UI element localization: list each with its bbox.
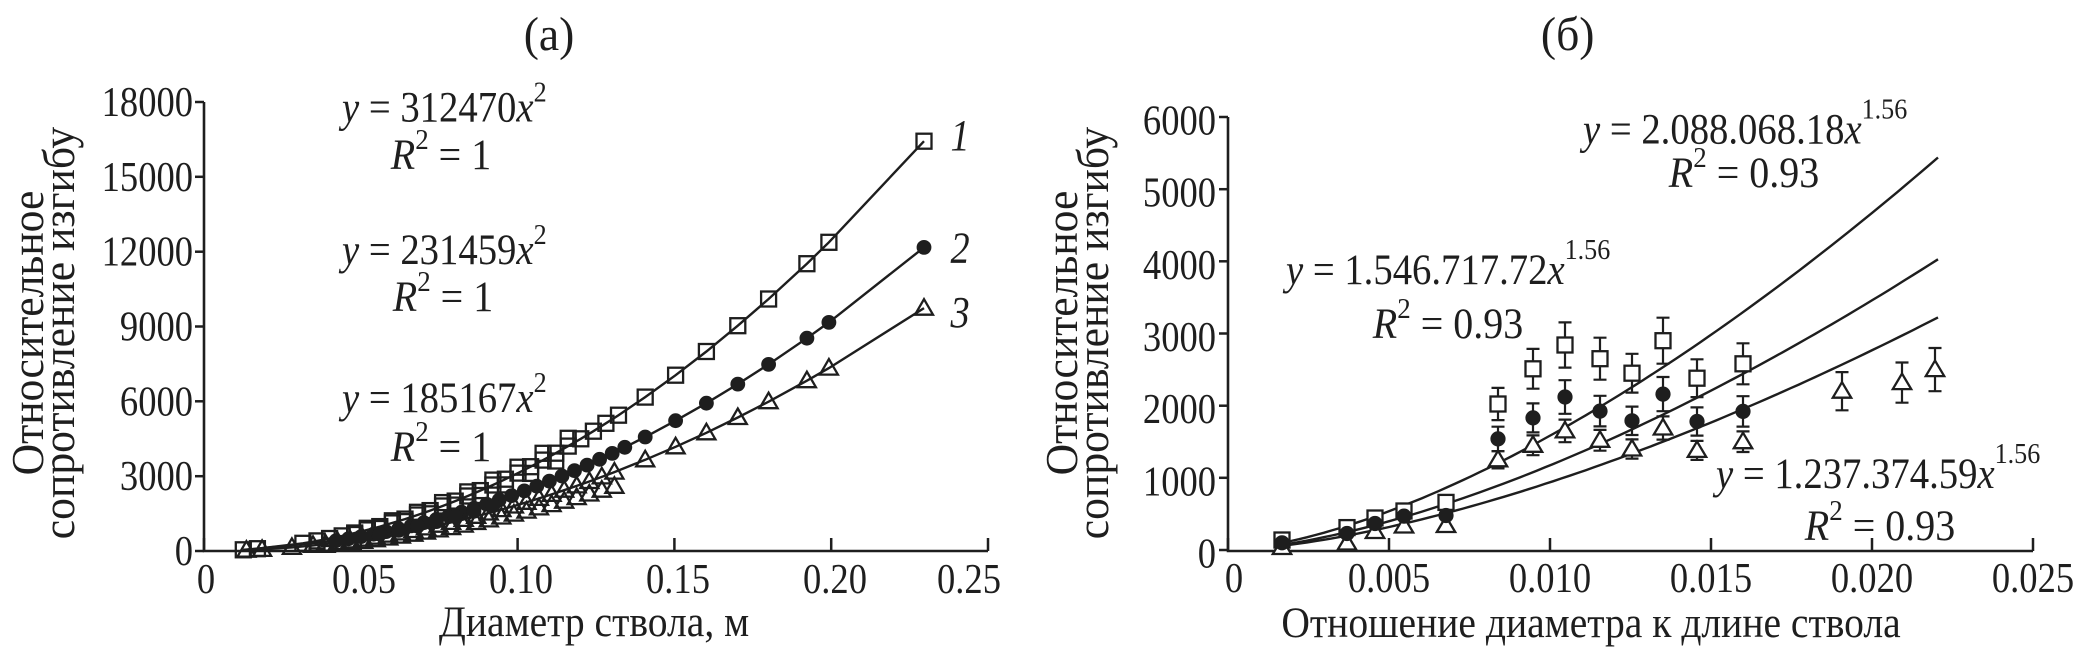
svg-text:0: 0 — [197, 556, 215, 603]
svg-text:R2 = 0.93: R2 = 0.93 — [1668, 142, 1819, 196]
svg-text:сопротивление изгибу: сопротивление изгибу — [1067, 127, 1118, 539]
svg-text:y = 185167x2: y = 185167x2 — [338, 366, 546, 422]
svg-text:0: 0 — [1225, 555, 1243, 602]
svg-text:y = 231459x2: y = 231459x2 — [338, 218, 546, 274]
svg-text:5000: 5000 — [1143, 169, 1216, 216]
svg-text:6000: 6000 — [120, 378, 193, 425]
svg-text:y = 1.546.717.72x1.56: y = 1.546.717.72x1.56 — [1282, 233, 1610, 294]
svg-text:y = 1.237.374.59x1.56: y = 1.237.374.59x1.56 — [1712, 437, 2040, 498]
svg-text:Относительное: Относительное — [1036, 191, 1087, 476]
svg-text:(а): (а) — [524, 8, 575, 61]
svg-text:1: 1 — [950, 111, 969, 160]
svg-text:1000: 1000 — [1143, 458, 1216, 505]
svg-text:2: 2 — [950, 223, 969, 272]
svg-text:6000: 6000 — [1143, 97, 1216, 144]
svg-text:R2 = 0.93: R2 = 0.93 — [1804, 495, 1955, 549]
svg-text:0.025: 0.025 — [1992, 555, 2074, 602]
svg-text:9000: 9000 — [120, 303, 193, 350]
svg-text:y = 2.088.068.18x1.56: y = 2.088.068.18x1.56 — [1579, 92, 1907, 153]
svg-text:12000: 12000 — [102, 228, 193, 275]
svg-text:Диаметр ствола, м: Диаметр ствола, м — [439, 597, 749, 645]
svg-text:15000: 15000 — [102, 153, 193, 200]
svg-text:4000: 4000 — [1143, 241, 1216, 288]
svg-text:18000: 18000 — [102, 79, 193, 126]
svg-text:R2 = 1: R2 = 1 — [390, 416, 491, 470]
svg-text:R2 = 0.93: R2 = 0.93 — [1372, 293, 1523, 347]
svg-text:Отношение диаметра к длине ств: Отношение диаметра к длине ствола — [1281, 598, 1900, 646]
svg-text:0.05: 0.05 — [332, 556, 396, 603]
svg-text:сопротивление изгибу: сопротивление изгибу — [33, 127, 84, 539]
svg-text:y = 312470x2: y = 312470x2 — [338, 75, 546, 131]
svg-text:Относительное: Относительное — [2, 191, 53, 476]
svg-text:3000: 3000 — [120, 453, 193, 500]
svg-text:R2 = 1: R2 = 1 — [392, 266, 493, 320]
svg-text:0.015: 0.015 — [1670, 555, 1752, 602]
svg-text:(б): (б) — [1541, 8, 1595, 61]
svg-text:0.25: 0.25 — [937, 556, 1001, 603]
svg-text:3: 3 — [950, 288, 970, 337]
svg-text:0.20: 0.20 — [803, 556, 867, 603]
svg-text:0.010: 0.010 — [1509, 555, 1591, 602]
svg-text:0.10: 0.10 — [489, 556, 553, 603]
svg-text:0.005: 0.005 — [1348, 555, 1430, 602]
svg-text:2000: 2000 — [1143, 386, 1216, 433]
svg-text:0.15: 0.15 — [646, 556, 710, 603]
svg-text:R2 = 1: R2 = 1 — [390, 124, 491, 178]
svg-text:0.020: 0.020 — [1831, 555, 1913, 602]
svg-text:0: 0 — [175, 528, 193, 575]
svg-text:0: 0 — [1198, 530, 1216, 577]
svg-text:3000: 3000 — [1143, 314, 1216, 361]
